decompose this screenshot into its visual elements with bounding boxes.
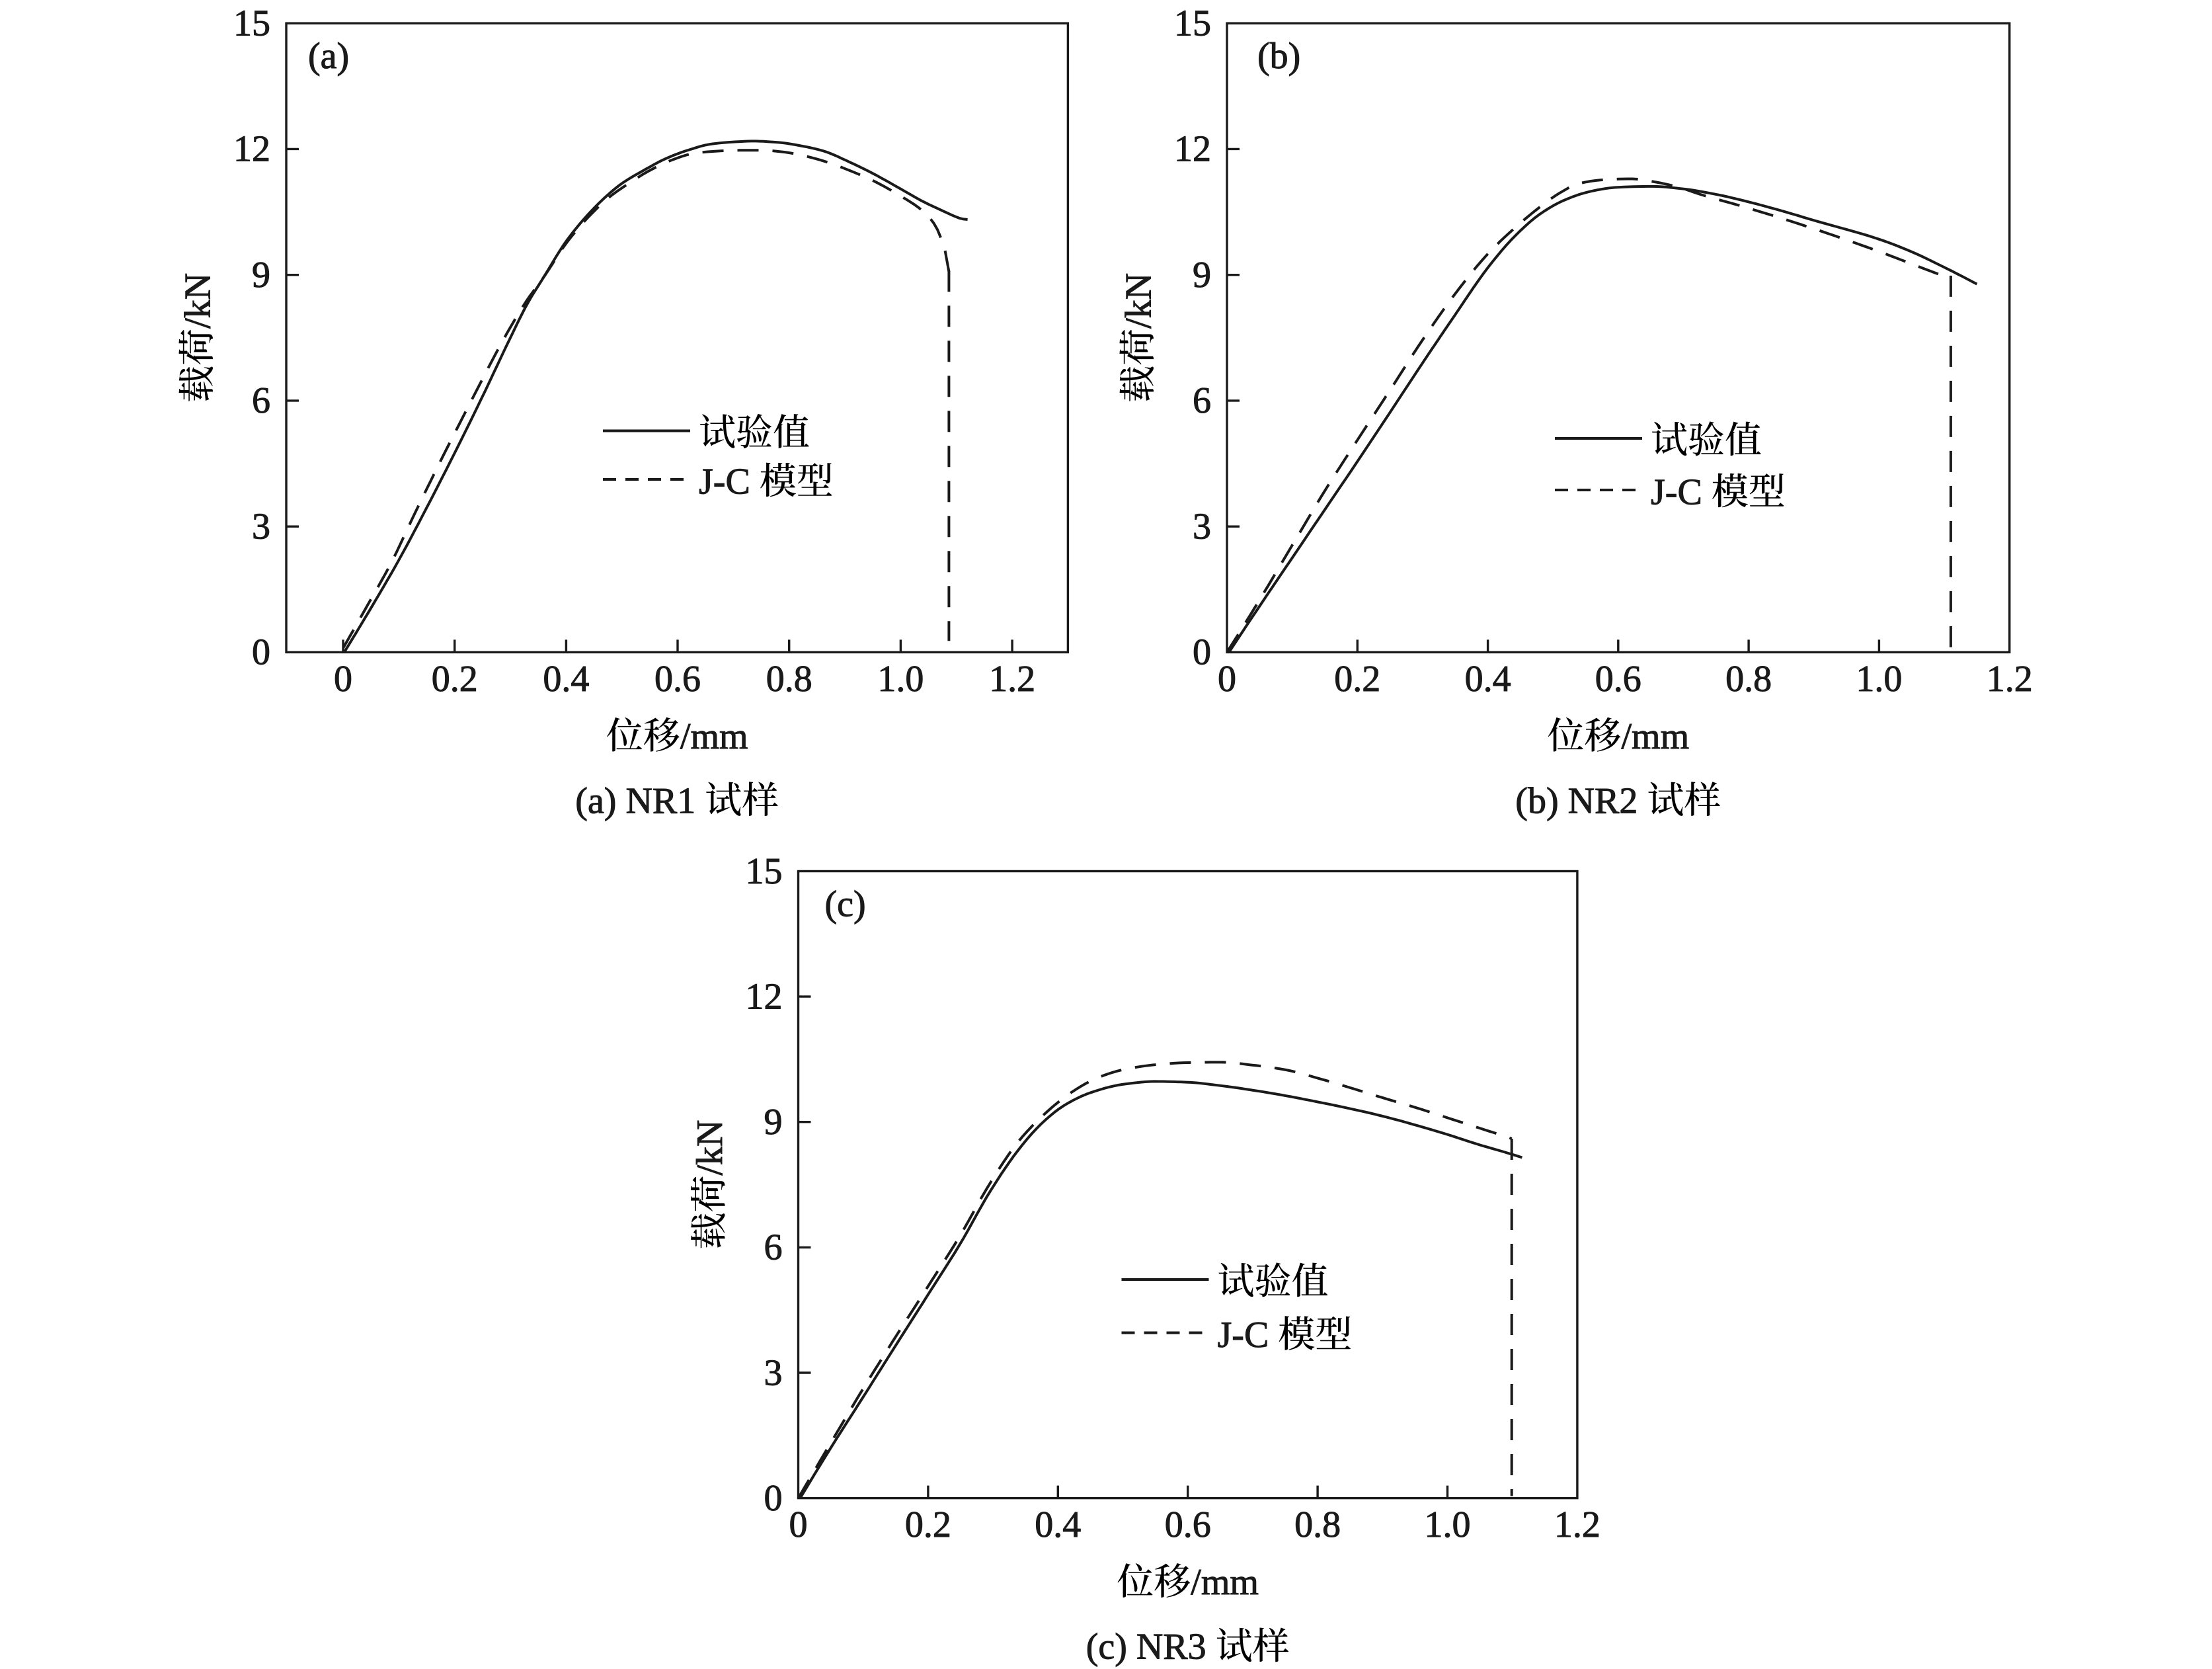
svg-text:(a) NR1: (a) NR1: [575, 780, 695, 821]
svg-text:1.2: 1.2: [1554, 1504, 1600, 1545]
svg-text:/kN: /kN: [690, 1120, 731, 1176]
svg-text:/mm: /mm: [680, 716, 748, 757]
svg-text:0.4: 0.4: [1465, 659, 1511, 700]
svg-text:12: 12: [233, 129, 270, 170]
svg-text:9: 9: [764, 1102, 783, 1143]
svg-text:6: 6: [764, 1227, 783, 1268]
svg-text:0.2: 0.2: [1334, 659, 1380, 700]
svg-text:0.4: 0.4: [1035, 1504, 1081, 1545]
svg-text:1.0: 1.0: [877, 659, 924, 700]
svg-text:1.0: 1.0: [1425, 1504, 1471, 1545]
svg-text:/kN: /kN: [1119, 273, 1160, 329]
svg-text:1.2: 1.2: [989, 659, 1035, 700]
svg-text:/kN: /kN: [178, 273, 219, 329]
svg-text:15: 15: [233, 3, 270, 44]
svg-text:9: 9: [1193, 255, 1211, 296]
svg-text:0.8: 0.8: [1725, 659, 1772, 700]
svg-text:/mm: /mm: [1191, 1562, 1259, 1603]
svg-text:0.6: 0.6: [654, 659, 701, 700]
svg-text:0: 0: [764, 1478, 783, 1519]
svg-text:6: 6: [1193, 380, 1211, 421]
svg-text:9: 9: [252, 255, 270, 296]
svg-text:(b): (b): [1257, 36, 1300, 77]
svg-text:0: 0: [789, 1504, 808, 1545]
svg-text:3: 3: [252, 507, 270, 548]
svg-text:0.4: 0.4: [543, 659, 589, 700]
svg-text:15: 15: [1174, 3, 1211, 44]
svg-text:(c): (c): [825, 884, 866, 925]
svg-text:0: 0: [1193, 632, 1211, 673]
svg-text:3: 3: [764, 1352, 783, 1393]
svg-text:0: 0: [334, 659, 352, 700]
svg-text:(a): (a): [308, 36, 349, 77]
svg-text:J-C: J-C: [699, 462, 750, 503]
svg-text:0: 0: [252, 632, 270, 673]
svg-text:0.6: 0.6: [1165, 1504, 1211, 1545]
svg-text:0.8: 0.8: [1294, 1504, 1341, 1545]
svg-text:0.8: 0.8: [766, 659, 812, 700]
svg-text:(b) NR2: (b) NR2: [1515, 780, 1638, 821]
svg-text:15: 15: [746, 851, 783, 892]
svg-text:3: 3: [1193, 507, 1211, 548]
svg-text:(c) NR3: (c) NR3: [1086, 1627, 1206, 1668]
svg-text:0.2: 0.2: [905, 1504, 951, 1545]
svg-text:0.2: 0.2: [432, 659, 478, 700]
svg-text:12: 12: [746, 976, 783, 1017]
svg-text:1.0: 1.0: [1856, 659, 1902, 700]
svg-text:J-C: J-C: [1651, 472, 1702, 513]
svg-text:6: 6: [252, 380, 270, 421]
svg-text:0: 0: [1218, 659, 1236, 700]
svg-text:0.6: 0.6: [1595, 659, 1641, 700]
svg-text:12: 12: [1174, 129, 1211, 170]
svg-text:J-C: J-C: [1218, 1315, 1269, 1356]
svg-text:1.2: 1.2: [1987, 659, 2033, 700]
svg-text:/mm: /mm: [1622, 716, 1690, 757]
